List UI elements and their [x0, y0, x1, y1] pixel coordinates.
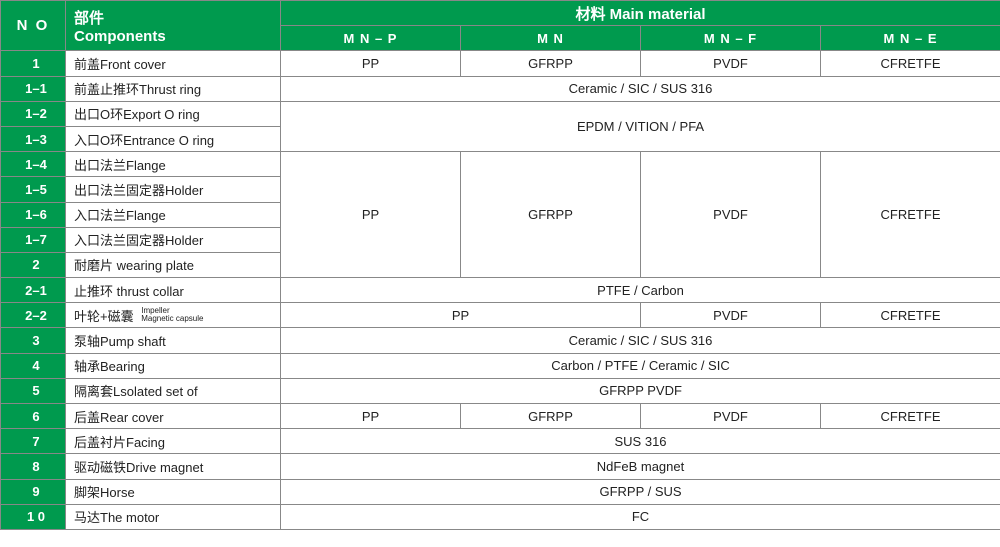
row-no: 1–6: [1, 202, 66, 227]
components-label-cn: 部件: [74, 10, 104, 27]
table-row: 6 后盖Rear cover PP GFRPP PVDF CFRETFE: [1, 404, 1000, 429]
row-no: 6: [1, 404, 66, 429]
table-row: 1–4 出口法兰Flange PP GFRPP PVDF CFRETFE: [1, 152, 1000, 177]
mat-cell: CFRETFE: [821, 303, 1000, 328]
mat-cell: PP: [281, 51, 461, 76]
table-row: 8 驱动磁铁Drive magnet NdFeB magnet: [1, 454, 1000, 479]
mat-cell: PP: [281, 152, 461, 278]
row-comp: 叶轮+磁囊 Impeller Magnetic capsule: [66, 303, 281, 328]
mat-cell: PVDF: [641, 152, 821, 278]
impeller-sub-label: Impeller Magnetic capsule: [141, 307, 203, 323]
materials-table: N O 部件 Components 材料 Main material M N –…: [0, 0, 1000, 530]
materials-table-wrap: N O 部件 Components 材料 Main material M N –…: [0, 0, 1000, 547]
row-comp: 前盖Front cover: [66, 51, 281, 76]
row-no: 9: [1, 479, 66, 504]
row-comp: 耐磨片 wearing plate: [66, 252, 281, 277]
row-comp: 轴承Bearing: [66, 353, 281, 378]
row-no: 8: [1, 454, 66, 479]
row-no: 2: [1, 252, 66, 277]
row-no: 1–3: [1, 126, 66, 151]
mat-cell: CFRETFE: [821, 152, 1000, 278]
mat-cell: FC: [281, 504, 1000, 529]
col-header-mn-p: M N – P: [281, 26, 461, 51]
mat-cell: GFRPP: [461, 152, 641, 278]
mat-cell: GFRPP: [461, 51, 641, 76]
col-header-mn-f: M N – F: [641, 26, 821, 51]
row-no: 1–7: [1, 227, 66, 252]
mat-cell: SUS 316: [281, 429, 1000, 454]
mat-cell: Ceramic / SIC / SUS 316: [281, 328, 1000, 353]
row-comp: 止推环 thrust collar: [66, 278, 281, 303]
mat-cell: CFRETFE: [821, 404, 1000, 429]
row-comp: 驱动磁铁Drive magnet: [66, 454, 281, 479]
col-header-components: 部件 Components: [66, 1, 281, 51]
row-comp: 马达The motor: [66, 504, 281, 529]
header-row-1: N O 部件 Components 材料 Main material: [1, 1, 1000, 26]
row-no: 1: [1, 51, 66, 76]
row-no: 2–2: [1, 303, 66, 328]
mat-cell: PVDF: [641, 404, 821, 429]
row-no: 1 0: [1, 504, 66, 529]
row-no: 4: [1, 353, 66, 378]
table-row: 4 轴承Bearing Carbon / PTFE / Ceramic / SI…: [1, 353, 1000, 378]
col-header-no: N O: [1, 1, 66, 51]
impeller-sub2: Magnetic capsule: [141, 314, 203, 323]
row-comp: 出口法兰Flange: [66, 152, 281, 177]
row-comp: 前盖止推环Thrust ring: [66, 76, 281, 101]
row-no: 1–4: [1, 152, 66, 177]
row-no: 1–2: [1, 101, 66, 126]
row-comp: 入口法兰固定器Holder: [66, 227, 281, 252]
row-no: 2–1: [1, 278, 66, 303]
row-comp: 后盖Rear cover: [66, 404, 281, 429]
mat-cell: Ceramic / SIC / SUS 316: [281, 76, 1000, 101]
mat-cell: PVDF: [641, 51, 821, 76]
impeller-main-label: 叶轮+磁囊: [74, 306, 134, 325]
row-no: 1–1: [1, 76, 66, 101]
table-row: 3 泵轴Pump shaft Ceramic / SIC / SUS 316: [1, 328, 1000, 353]
table-row: 1–2 出口O环Export O ring EPDM / VITION / PF…: [1, 101, 1000, 126]
col-header-mn: M N: [461, 26, 641, 51]
mat-cell: CFRETFE: [821, 51, 1000, 76]
mat-cell: GFRPP: [461, 404, 641, 429]
mat-cell: PP: [281, 404, 461, 429]
mat-cell: PTFE / Carbon: [281, 278, 1000, 303]
row-no: 7: [1, 429, 66, 454]
mat-cell: PP: [281, 303, 641, 328]
col-header-mn-e: M N – E: [821, 26, 1000, 51]
table-row: 5 隔离套Lsolated set of GFRPP PVDF: [1, 378, 1000, 403]
table-row: 9 脚架Horse GFRPP / SUS: [1, 479, 1000, 504]
row-no: 1–5: [1, 177, 66, 202]
mat-cell: PVDF: [641, 303, 821, 328]
row-comp: 隔离套Lsolated set of: [66, 378, 281, 403]
mat-cell: GFRPP / SUS: [281, 479, 1000, 504]
row-comp: 泵轴Pump shaft: [66, 328, 281, 353]
mat-cell: NdFeB magnet: [281, 454, 1000, 479]
table-row: 1 前盖Front cover PP GFRPP PVDF CFRETFE: [1, 51, 1000, 76]
table-row: 7 后盖衬片Facing SUS 316: [1, 429, 1000, 454]
mat-cell: GFRPP PVDF: [281, 378, 1000, 403]
row-no: 3: [1, 328, 66, 353]
table-row: 1–1 前盖止推环Thrust ring Ceramic / SIC / SUS…: [1, 76, 1000, 101]
row-no: 5: [1, 378, 66, 403]
table-row: 2–2 叶轮+磁囊 Impeller Magnetic capsule PP P…: [1, 303, 1000, 328]
mat-cell: EPDM / VITION / PFA: [281, 101, 1000, 151]
row-comp: 入口法兰Flange: [66, 202, 281, 227]
row-comp: 出口O环Export O ring: [66, 101, 281, 126]
table-row: 2–1 止推环 thrust collar PTFE / Carbon: [1, 278, 1000, 303]
table-row: 1 0 马达The motor FC: [1, 504, 1000, 529]
mat-cell: Carbon / PTFE / Ceramic / SIC: [281, 353, 1000, 378]
components-label-en: Components: [74, 28, 166, 45]
col-header-main-material: 材料 Main material: [281, 1, 1000, 26]
row-comp: 出口法兰固定器Holder: [66, 177, 281, 202]
row-comp: 脚架Horse: [66, 479, 281, 504]
row-comp: 后盖衬片Facing: [66, 429, 281, 454]
row-comp: 入口O环Entrance O ring: [66, 126, 281, 151]
